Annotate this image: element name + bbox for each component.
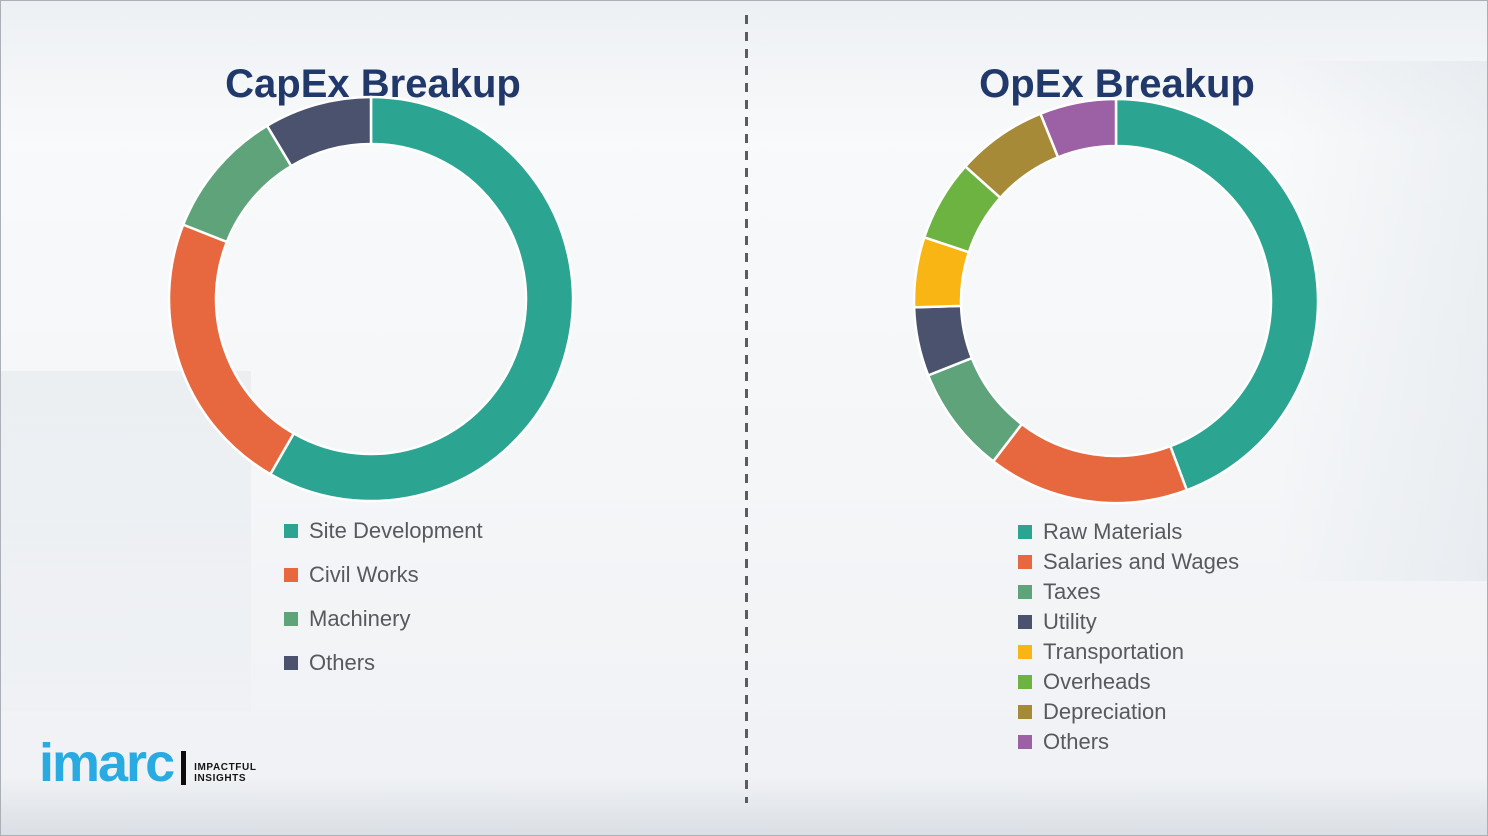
imarc-logo-divider-bar bbox=[181, 751, 187, 785]
legend-label-machinery: Machinery bbox=[309, 606, 411, 631]
donut-segment-salaries-and-wages bbox=[991, 422, 1189, 505]
legend-label-overheads: Overheads bbox=[1043, 669, 1151, 694]
divider-dashed-line bbox=[745, 15, 748, 803]
legend-item-taxes: Taxes bbox=[1018, 577, 1239, 607]
legend-item-civil-works: Civil Works bbox=[284, 553, 483, 597]
background-texture-left bbox=[1, 371, 251, 711]
legend-swatch-transportation bbox=[1018, 645, 1032, 659]
legend-item-site-development: Site Development bbox=[284, 509, 483, 553]
background-texture-top bbox=[1, 1, 1487, 141]
donut-segment-others bbox=[1038, 97, 1118, 159]
legend-label-others: Others bbox=[1043, 729, 1110, 754]
legend-label-taxes: Taxes bbox=[1043, 579, 1101, 604]
legend-swatch-raw-materials bbox=[1018, 525, 1032, 539]
imarc-tagline-line2: INSIGHTS bbox=[194, 773, 247, 784]
legend-label-transportation: Transportation bbox=[1043, 639, 1185, 664]
donut-segment-others bbox=[265, 95, 373, 168]
legend-label-raw-materials: Raw Materials bbox=[1043, 519, 1183, 544]
legend-swatch-overheads bbox=[1018, 675, 1032, 689]
legend-swatch-utility bbox=[1018, 615, 1032, 629]
legend-label-utility: Utility bbox=[1043, 609, 1097, 634]
legend-swatch-site-development bbox=[284, 524, 298, 538]
imarc-logo: imarc IMPACTFUL INSIGHTS bbox=[39, 735, 257, 791]
background-texture-bottom bbox=[1, 777, 1487, 835]
capex-legend: Site Development Civil Works Machinery Othe… bbox=[284, 509, 483, 685]
legend-item-raw-materials: Raw Materials bbox=[1018, 517, 1239, 547]
legend-label-civil-works: Civil Works bbox=[309, 562, 419, 587]
legend-item-transportation: Transportation bbox=[1018, 637, 1239, 667]
legend-item-overheads: Overheads bbox=[1018, 667, 1239, 697]
legend-swatch-depreciation bbox=[1018, 705, 1032, 719]
donut-segment-raw-materials bbox=[1114, 97, 1320, 492]
donut-segment-civil-works bbox=[167, 223, 296, 476]
legend-swatch-civil-works bbox=[284, 568, 298, 582]
legend-item-others: Others bbox=[1018, 727, 1239, 757]
legend-swatch-machinery bbox=[284, 612, 298, 626]
imarc-logo-tagline: IMPACTFUL INSIGHTS bbox=[194, 762, 256, 784]
legend-label-depreciation: Depreciation bbox=[1043, 699, 1167, 724]
legend-swatch-others bbox=[284, 656, 298, 670]
legend-item-salaries-and-wages: Salaries and Wages bbox=[1018, 547, 1239, 577]
legend-label-salaries-and-wages: Salaries and Wages bbox=[1043, 549, 1240, 574]
donut-segment-site-development bbox=[268, 95, 575, 503]
legend-item-depreciation: Depreciation bbox=[1018, 697, 1239, 727]
legend-swatch-others bbox=[1018, 735, 1032, 749]
donut-segment-machinery bbox=[181, 124, 293, 244]
opex-donut-chart bbox=[912, 97, 1320, 505]
legend-item-machinery: Machinery bbox=[284, 597, 483, 641]
imarc-logo-text: imarc bbox=[39, 733, 175, 793]
legend-swatch-salaries-and-wages bbox=[1018, 555, 1032, 569]
legend-label-others: Others bbox=[309, 650, 376, 675]
capex-donut-chart bbox=[167, 95, 575, 503]
legend-item-utility: Utility bbox=[1018, 607, 1239, 637]
legend-label-site-development: Site Development bbox=[309, 518, 483, 543]
imarc-tagline-line1: IMPACTFUL bbox=[194, 762, 257, 773]
legend-swatch-taxes bbox=[1018, 585, 1032, 599]
opex-legend: Raw Materials Salaries and Wages Taxes Util… bbox=[1018, 517, 1239, 757]
legend-item-others: Others bbox=[284, 641, 483, 685]
